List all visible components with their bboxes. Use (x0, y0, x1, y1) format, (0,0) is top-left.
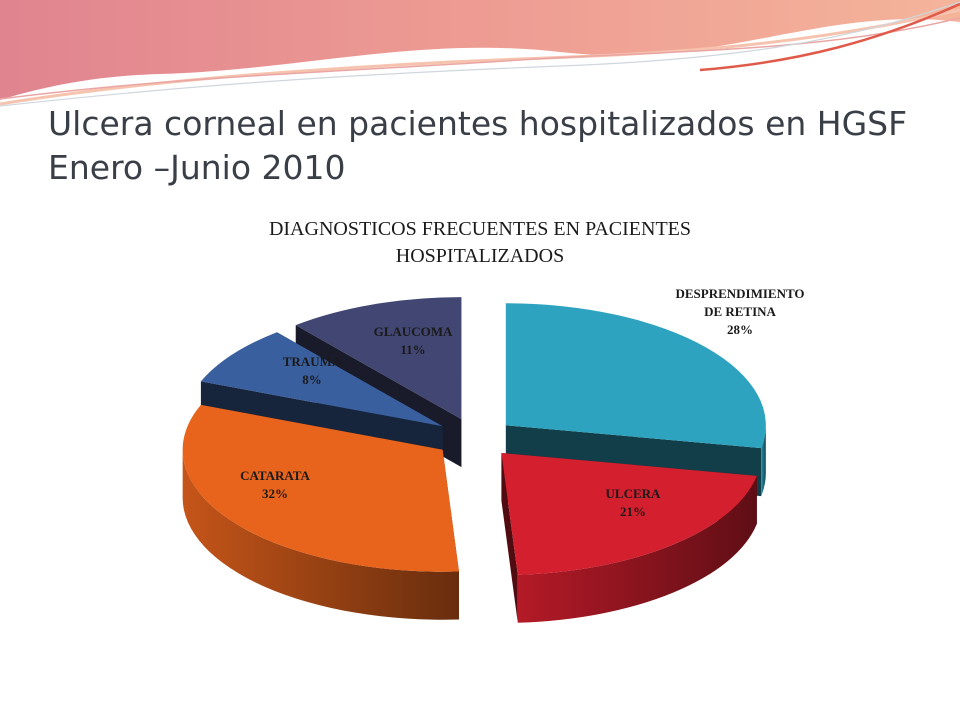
slice-label-ulcera: ULCERA 21% (606, 486, 662, 519)
slice-label-catarata: CATARATA 32% (240, 468, 310, 501)
chart-title: DIAGNOSTICOS FRECUENTES EN PACIENTES HOS… (180, 216, 780, 270)
slice-radial-wall (501, 453, 518, 623)
slice-glaucoma (295, 297, 462, 420)
slice-value-label: 28% (727, 322, 753, 337)
slide-title: Ulcera corneal en pacientes hospitalizad… (48, 102, 928, 190)
slice-catarata (182, 404, 459, 572)
chart-title-line-1: DIAGNOSTICOS FRECUENTES EN PACIENTES (268, 218, 692, 240)
slice-label-trauma: TRAUMA 8% (283, 354, 342, 387)
slice-name-label: DESPRENDIMIENTO (675, 286, 804, 301)
slice-label-desprendimiento-de-retina: DESPRENDIMIENTO DE RETINA 28% (675, 286, 804, 337)
slice-name-label: DE RETINA (704, 304, 776, 319)
slice-outer-wall (761, 425, 766, 497)
slice-name-label: CATARATA (240, 468, 310, 483)
slice-name-label: TRAUMA (283, 354, 342, 369)
chart-title-line-2: HOSPITALIZADOS (395, 245, 565, 267)
slice-outer-wall (517, 475, 757, 623)
slice-trauma (200, 332, 443, 427)
slice-value-label: 32% (262, 486, 288, 501)
slice-value-label: 8% (302, 372, 322, 387)
slice-label-glaucoma: GLAUCOMA 11% (374, 324, 453, 357)
slide-title-line-2: Enero –Junio 2010 (48, 148, 346, 187)
slide-title-line-1: Ulcera corneal en pacientes hospitalizad… (48, 104, 908, 143)
slice-name-label: GLAUCOMA (374, 324, 453, 339)
slice-ulcera (501, 453, 757, 575)
slice-name-label: ULCERA (606, 486, 662, 501)
slice-value-label: 11% (400, 342, 425, 357)
slice-value-label: 21% (620, 504, 646, 519)
slice-desprendimiento-de-retina (505, 303, 766, 449)
decorative-wave-banner (0, 0, 960, 107)
slice-outer-wall (182, 449, 459, 620)
